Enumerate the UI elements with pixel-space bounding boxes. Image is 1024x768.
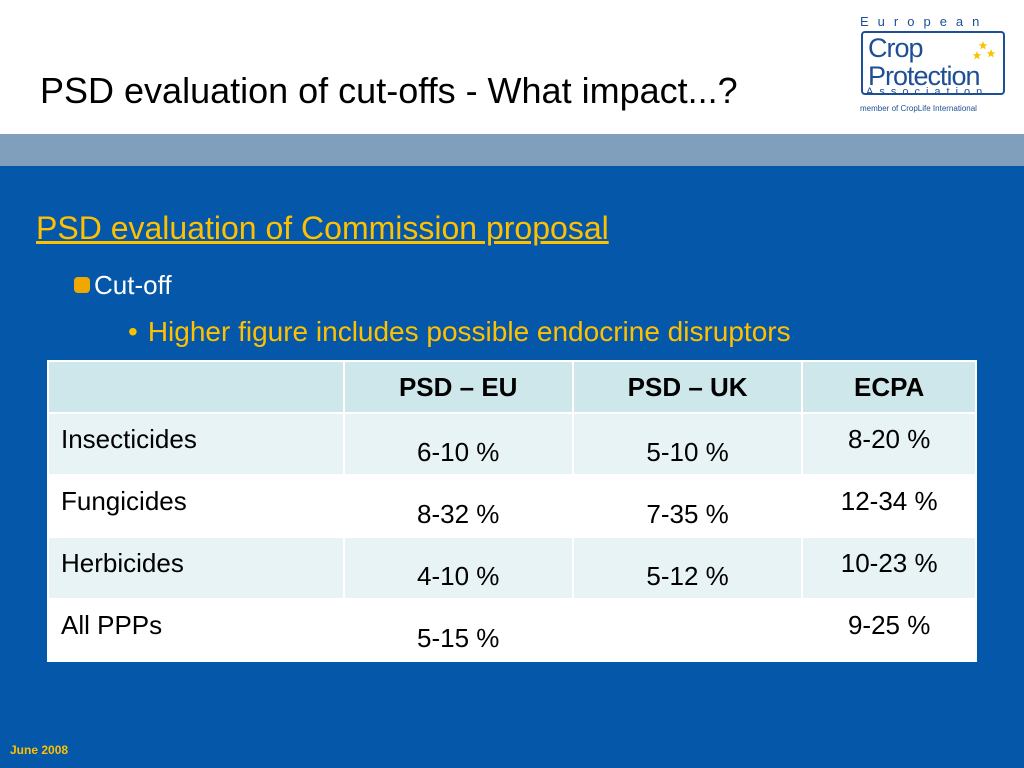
ecpa-logo: European Crop Protection Association mem… (858, 14, 1014, 120)
logo-box: Crop Protection (861, 31, 1005, 95)
table-cell: 8-20 % (801, 412, 977, 476)
eu-stars-icon (972, 41, 996, 60)
logo-crop-text: Crop (868, 33, 924, 63)
table-cell: 8-32 % (342, 474, 574, 538)
table-cell: 7-35 % (571, 474, 804, 538)
logo-association-text: Association (866, 86, 989, 98)
logo-protection-text: Protection (868, 61, 981, 91)
square-bullet-icon (74, 277, 90, 294)
table-header-row: PSD – EU PSD – UK ECPA (47, 360, 977, 414)
table-cell: 9-25 % (801, 598, 977, 662)
table-row-label: Insecticides (47, 412, 345, 476)
table-cell: 4-10 % (342, 536, 574, 600)
table-cell: 5-10 % (571, 412, 804, 476)
table-row-label: Fungicides (47, 474, 345, 538)
table-header-cell: PSD – EU (342, 360, 574, 414)
table-row: Insecticides 6-10 % 5-10 % 8-20 % (47, 412, 977, 476)
table-row-label: Herbicides (47, 536, 345, 600)
table-row: Fungicides 8-32 % 7-35 % 12-34 % (47, 474, 977, 538)
table-cell: 6-10 % (342, 412, 574, 476)
bullet-level1: Cut-off (74, 270, 172, 301)
bullet-level1-text: Cut-off (94, 270, 172, 300)
footer-date: June 2008 (10, 743, 69, 757)
cutoff-table: PSD – EU PSD – UK ECPA Insecticides 6-10… (47, 360, 977, 662)
bullet-level2-text: Higher figure includes possible endocrin… (147, 316, 791, 347)
header-band (0, 134, 1024, 166)
table-cell: 5-12 % (571, 536, 804, 600)
table-row-label: All PPPs (47, 598, 345, 662)
section-heading: PSD evaluation of Commission proposal (36, 210, 609, 246)
table-header-cell (47, 360, 345, 414)
table-header-cell: PSD – UK (571, 360, 804, 414)
table-cell: 10-23 % (801, 536, 977, 600)
logo-member-text: member of CropLife International (860, 104, 977, 113)
dot-bullet-icon: • (128, 316, 138, 347)
bullet-level2: • Higher figure includes possible endocri… (128, 316, 791, 348)
table-row: All PPPs 5-15 % 9-25 % (47, 598, 977, 662)
slide-title: PSD evaluation of cut-offs - What impact… (40, 70, 738, 111)
table-row: Herbicides 4-10 % 5-12 % 10-23 % (47, 536, 977, 600)
logo-european-text: European (860, 14, 989, 29)
slide-header: PSD evaluation of cut-offs - What impact… (0, 0, 1024, 134)
table-cell: 12-34 % (801, 474, 977, 538)
table-cell (571, 598, 804, 662)
table-header-cell: ECPA (801, 360, 977, 414)
table-cell: 5-15 % (342, 598, 574, 662)
